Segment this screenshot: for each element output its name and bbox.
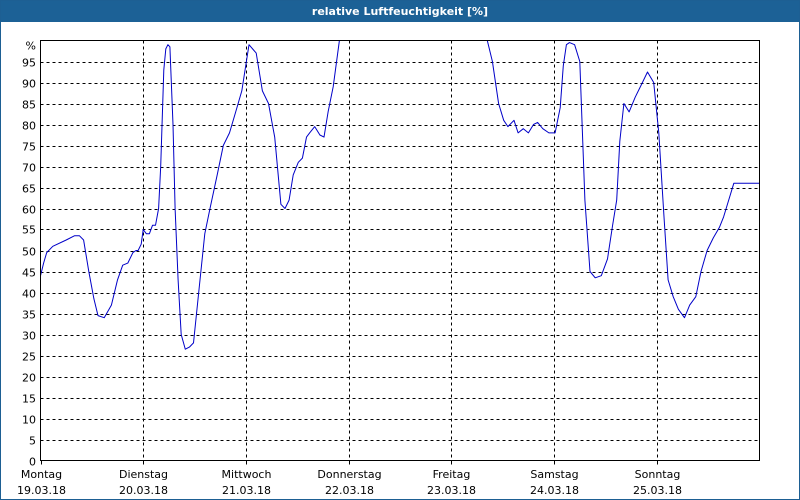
y-unit-label: % [26,40,36,53]
y-tick-label: 5 [29,435,36,448]
y-axis: 0 5 10 15 20 25 30 35 40 45 50 55 60 65 70 75 80 85 90 95% [22,40,36,469]
x-tick-weekday: Freitag [433,468,471,481]
y-tick-label: 90 [22,78,36,91]
x-tick-date: 22.03.18 [325,484,374,497]
y-tick-label: 70 [22,162,36,175]
y-tick-label: 30 [22,330,36,343]
x-tick-weekday: Samstag [530,468,578,481]
y-tick-label: 10 [22,414,36,427]
y-tick-label: 35 [22,309,36,322]
x-tick-weekday: Dienstag [119,468,168,481]
x-axis: Montag 19.03.18 Dienstag 20.03.18 Mittwoch 21… [17,460,682,497]
x-tick-weekday: Donnerstag [317,468,381,481]
x-tick-weekday: Mittwoch [222,468,272,481]
y-tick-label: 20 [22,372,36,385]
x-tick-weekday: Sonntag [635,468,681,481]
y-tick-label: 0 [29,456,36,469]
x-tick-date: 24.03.18 [530,484,579,497]
y-tick-label: 95 [22,57,36,70]
grid-layer [40,40,760,461]
y-tick-label: 25 [22,351,36,364]
series-layer [40,40,760,350]
x-tick-weekday: Montag [21,468,62,481]
y-tick-label: 60 [22,204,36,217]
x-tick-date: 19.03.18 [17,484,66,497]
y-tick-label: 40 [22,288,36,301]
x-tick-date: 23.03.18 [427,484,476,497]
y-tick-label: 45 [22,267,36,280]
y-tick-label: 55 [22,224,36,237]
y-tick-label: 80 [22,120,36,133]
y-tick-label: 15 [22,393,36,406]
y-tick-label: 85 [22,99,36,112]
y-tick-label: 65 [22,183,36,196]
chart-title: relative Luftfeuchtigkeit [%] [1,1,799,22]
x-tick-date: 20.03.18 [119,484,168,497]
x-tick-date: 21.03.18 [222,484,271,497]
y-tick-label: 75 [22,141,36,154]
x-tick-date: 25.03.18 [633,484,682,497]
humidity-series-line [40,40,760,350]
plot-area-border [40,40,760,461]
y-tick-label: 50 [22,246,36,259]
